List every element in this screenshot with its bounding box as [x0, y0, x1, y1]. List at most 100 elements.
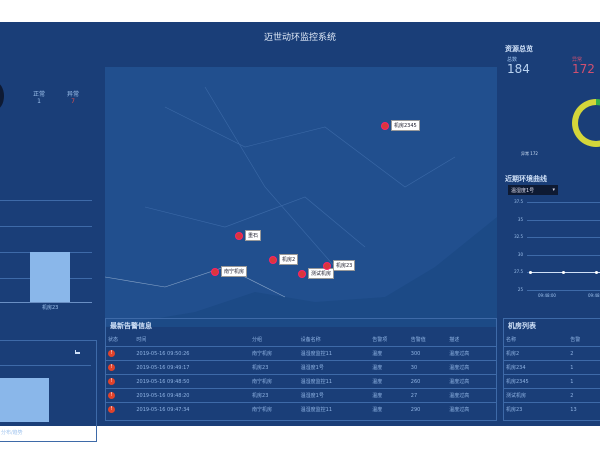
map-marker[interactable]: 南宁机房 — [211, 266, 248, 277]
table-cell: 温湿度监控11 — [298, 402, 371, 416]
table-row[interactable]: 测试机房 2 — [504, 388, 600, 403]
table-row[interactable]: 机房2 2 — [504, 346, 600, 361]
column-header: 描述 — [449, 337, 460, 343]
alert-icon: ! — [108, 350, 115, 357]
table-row[interactable]: 机房234 1 — [504, 360, 600, 375]
gridline — [527, 289, 600, 291]
table-row[interactable]: 机房2345 1 — [504, 374, 600, 389]
pin-icon — [269, 255, 277, 264]
data-point[interactable] — [595, 270, 598, 274]
table-cell: 温度过高 — [447, 360, 496, 375]
donut-hole — [578, 105, 600, 141]
resources-panel: 资源总览 总数 184 异常 172 异常 172 — [505, 44, 600, 184]
env-title: 近期环境曲线 — [505, 175, 547, 183]
table-row[interactable]: 机房23 13 — [504, 402, 600, 416]
abnormal-count: 异常 7 — [67, 89, 79, 105]
table-row[interactable]: ! 2019-05-16 09:50:26 南宁机房 温湿度监控11 温度 300 温度过高 — [106, 346, 496, 361]
table-row[interactable]: ! 2019-05-16 09:49:17 机房23 温湿度1号 温度 30 温度过高 — [106, 360, 496, 375]
bar — [0, 378, 49, 422]
x-tick-label: 09:48 — [588, 292, 600, 298]
column-header: 设备名称 — [300, 337, 321, 343]
table-cell: 机房234 — [504, 360, 569, 375]
table-cell: 南宁机房 — [250, 346, 299, 361]
table-cell: 温度 — [370, 346, 409, 361]
y-tick-label: 27.5 — [514, 269, 523, 274]
marker-label: 机房2345 — [391, 120, 420, 131]
y-tick-label: 35 — [517, 216, 523, 222]
x-tick-label: 09:48:00 — [538, 292, 556, 298]
column-header: 分组 — [252, 337, 263, 343]
table-cell: 测试机房 — [504, 388, 569, 403]
table-cell: 机房2 — [504, 346, 569, 361]
map-marker[interactable]: 机房23 — [323, 260, 356, 271]
status-cell: ! — [106, 346, 135, 361]
dashboard: 迈世动环监控系统 正常 1 异常 7 机房23 分布/趋势 机房2345 重石 南宁… — [0, 22, 600, 442]
bottom-label: 分布/趋势 — [1, 430, 23, 436]
bar — [30, 252, 70, 302]
caret-icon: ▾ — [552, 187, 555, 193]
rooms-title: 机房列表 — [508, 322, 536, 330]
pin-icon — [235, 231, 243, 240]
marker-label: 机房23 — [333, 260, 356, 271]
data-point[interactable] — [562, 270, 565, 274]
status-cell: ! — [106, 402, 135, 416]
map[interactable]: 机房2345 重石 南宁机房 机房2 测试机房 机房23 — [105, 67, 497, 327]
normal-count: 正常 1 — [33, 89, 45, 105]
pin-icon — [381, 121, 389, 130]
table-cell: 机房23 — [250, 360, 299, 375]
table-cell: 温湿度1号 — [298, 360, 371, 375]
y-tick-label: 30 — [517, 251, 523, 257]
table-row[interactable]: ! 2019-05-16 09:47:34 南宁机房 温湿度监控11 温度 290 温度过高 — [106, 402, 496, 416]
donut-label: 异常 172 — [521, 151, 538, 156]
map-marker[interactable]: 机房2 — [269, 254, 299, 265]
data-point[interactable] — [529, 270, 532, 274]
total-value: 184 — [507, 62, 530, 76]
alerts-table: 状态 时间 分组 设备名称 告警项 告警值 描述 ! 2019-05-16 09:50:26 南… — [106, 333, 496, 416]
table-cell: 温度过高 — [447, 374, 496, 389]
table-cell: 13 — [568, 402, 600, 416]
gridline — [527, 219, 600, 221]
table-cell: 南宁机房 — [250, 374, 299, 389]
column-header: 时间 — [136, 337, 147, 343]
bar-label: 机房23 — [42, 305, 59, 311]
y-tick-label: 25 — [517, 286, 523, 292]
y-tick-label: 37.5 — [514, 199, 523, 204]
table-cell: 2019-05-16 09:49:17 — [134, 360, 251, 375]
table-cell: 290 — [408, 402, 448, 416]
table-cell: 2019-05-16 09:50:26 — [134, 346, 251, 361]
column-header: 告警 — [570, 337, 581, 343]
total-label: 总数 — [507, 57, 518, 63]
table-cell: 温度过高 — [447, 402, 496, 416]
resource-donut — [572, 99, 600, 147]
column-header: 告警值 — [410, 337, 426, 343]
table-cell: 机房23 — [250, 388, 299, 403]
alert-icon: ! — [108, 392, 115, 399]
gridline — [527, 202, 600, 203]
table-cell: 温湿度监控11 — [298, 346, 371, 361]
sensor-select[interactable]: 温湿度1号 ▾ — [508, 185, 558, 195]
abnormal-value: 172 — [572, 62, 595, 76]
table-cell: 1 — [568, 360, 600, 375]
left-bottom-panel: 分布/趋势 — [0, 340, 97, 442]
table-cell: 南宁机房 — [250, 402, 299, 416]
map-marker[interactable]: 机房2345 — [381, 120, 420, 131]
page-title: 迈世动环监控系统 — [263, 33, 336, 43]
abnormal-label: 异常 — [67, 91, 80, 98]
table-cell: 2019-05-16 09:47:34 — [134, 402, 251, 416]
map-marker[interactable]: 重石 — [235, 230, 262, 241]
table-cell: 温度 — [370, 388, 409, 403]
map-marker[interactable]: 测试机房 — [298, 268, 335, 279]
table-cell: 2 — [568, 388, 600, 403]
table-row[interactable]: ! 2019-05-16 09:48:20 机房23 温湿度1号 温度 27 温度过高 — [106, 388, 496, 403]
alert-icon: ! — [108, 364, 115, 371]
status-cell: ! — [106, 388, 135, 403]
resources-title: 资源总览 — [505, 45, 533, 53]
pin-icon — [211, 267, 219, 276]
table-cell: 温湿度1号 — [298, 388, 371, 403]
table-cell: 温湿度监控11 — [298, 374, 371, 389]
table-row[interactable]: ! 2019-05-16 09:48:50 南宁机房 温湿度监控11 温度 260 温度过高 — [106, 374, 496, 389]
map-background — [105, 67, 497, 327]
rooms-table: 名称 告警 机房2 2 机房234 1 机房2345 1 测试机房 2 机房23 13 — [504, 333, 600, 416]
table-cell: 温度 — [370, 402, 409, 416]
env-panel: 近期环境曲线 温湿度1号 ▾ 37.5 35 32.5 30 27.5 25 09:48:00… — [505, 174, 600, 314]
